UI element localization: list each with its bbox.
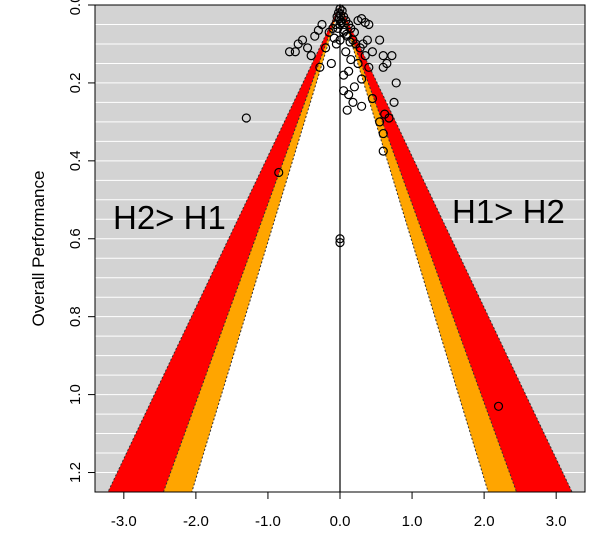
data-point <box>320 43 331 53</box>
data-point <box>360 51 370 61</box>
data-point <box>284 47 295 57</box>
data-point <box>329 33 339 43</box>
data-point <box>349 82 360 92</box>
data-point <box>378 128 388 139</box>
data-point <box>367 93 378 104</box>
y-tick-label: 0.6 <box>67 228 84 249</box>
data-point <box>335 35 345 45</box>
data-point <box>375 35 385 45</box>
data-point <box>348 97 358 108</box>
x-tick-label: 3.0 <box>546 513 567 530</box>
x-tick-label: 1.0 <box>402 513 423 530</box>
data-point <box>344 66 354 76</box>
data-point <box>274 167 284 178</box>
data-point <box>335 238 345 248</box>
data-point <box>341 29 352 39</box>
data-point <box>357 74 367 84</box>
data-point <box>326 58 336 69</box>
data-point <box>384 113 394 123</box>
y-tick-label: 0.4 <box>67 150 84 171</box>
data-point <box>367 47 378 57</box>
data-point <box>310 31 320 41</box>
annotation-left: H2> H1 <box>113 199 226 236</box>
data-point <box>357 101 367 111</box>
data-point <box>241 113 251 123</box>
data-point <box>290 47 300 57</box>
data-point <box>387 51 397 61</box>
annotation-right: H1> H2 <box>452 193 565 230</box>
x-tick-label: 0.0 <box>330 513 351 530</box>
data-point <box>389 97 399 108</box>
data-point <box>353 58 363 69</box>
x-tick-label: 2.0 <box>474 513 495 530</box>
data-point <box>341 47 351 57</box>
data-point <box>339 86 349 96</box>
data-point <box>391 78 401 88</box>
data-point <box>364 19 374 30</box>
data-point <box>315 62 325 72</box>
data-point <box>345 37 355 47</box>
data-point <box>493 401 504 411</box>
y-tick-label: 0.0 <box>67 0 84 15</box>
y-tick-label: 0.8 <box>67 306 84 327</box>
data-point <box>375 117 385 127</box>
data-point <box>364 62 374 72</box>
data-point <box>306 51 316 61</box>
y-tick-label: 1.0 <box>67 384 84 405</box>
y-tick-label: 0.2 <box>67 72 84 93</box>
data-point <box>335 234 345 244</box>
data-point <box>378 146 388 156</box>
y-axis-title: Overall Performance <box>29 171 48 327</box>
data-point <box>378 51 388 61</box>
x-tick-label: -1.0 <box>255 513 281 530</box>
data-point <box>324 27 334 37</box>
data-point <box>333 23 343 33</box>
data-point <box>362 35 372 45</box>
x-tick-label: -2.0 <box>183 513 209 530</box>
y-tick-label: 1.2 <box>67 462 84 483</box>
data-point <box>293 39 303 49</box>
x-tick-label: -3.0 <box>111 513 137 530</box>
data-point <box>346 54 356 65</box>
data-point <box>302 43 313 53</box>
data-point <box>342 105 352 115</box>
data-point <box>378 62 388 72</box>
